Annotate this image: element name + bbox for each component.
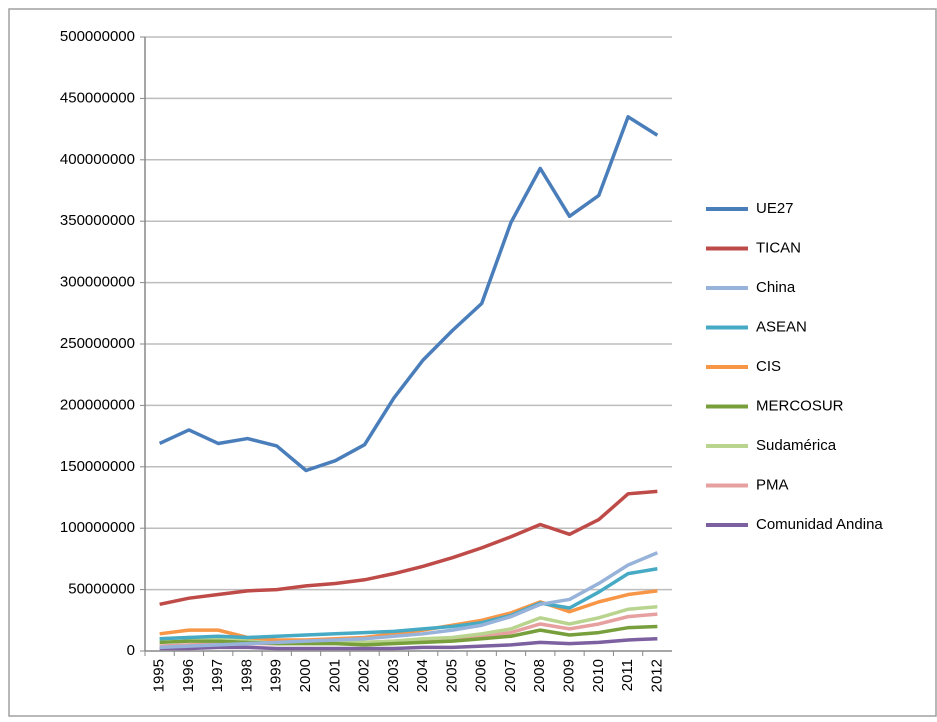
series-line [159,636,658,651]
y-tick-label: 100000000 [60,519,135,536]
y-tick-label: 150000000 [60,458,135,475]
series-line [159,566,658,641]
legend-label: TICAN [756,239,801,256]
legend-label: China [756,279,796,296]
x-tick-label: 2001 [326,659,343,692]
x-tick-label: 2004 [414,659,431,692]
y-tick-label: 400000000 [60,151,135,168]
x-tick-label: 2010 [590,659,607,692]
legend-label: UE27 [756,200,794,217]
x-tick-label: 2007 [502,659,519,692]
y-tick-label: 300000000 [60,274,135,291]
x-tick-label: 2003 [385,659,402,692]
y-tick-label: 50000000 [68,581,135,598]
legend-label: ASEAN [756,318,807,335]
y-tick-label: 350000000 [60,212,135,229]
x-tick-label: 2005 [443,659,460,692]
y-tick-label: 200000000 [60,396,135,413]
x-tick-label: 2009 [560,659,577,692]
x-tick-label: 2000 [297,659,314,692]
x-tick-label: 2006 [473,659,490,692]
x-tick-label: 2011 [619,659,636,691]
series-line [159,551,659,650]
y-tick-label: 250000000 [60,335,135,352]
y-tick-label: 0 [127,642,135,659]
series-line [158,115,659,473]
legend-label: CIS [756,358,781,375]
legend-label: MERCOSUR [756,397,844,414]
legend-label: PMA [756,476,789,493]
y-tick-label: 500000000 [60,28,135,45]
x-tick-label: 1996 [180,659,197,692]
x-tick-label: 1997 [209,659,226,692]
series-line [159,489,658,607]
x-tick-label: 2008 [531,659,548,692]
x-tick-label: 2002 [356,659,373,692]
x-tick-label: 1999 [268,659,285,692]
legend-label: Comunidad Andina [756,516,883,533]
y-tick-label: 450000000 [60,89,135,106]
chart-frame [8,8,937,717]
legend-label: Sudamérica [756,437,837,454]
x-tick-label: 2012 [648,659,665,692]
x-tick-label: 1998 [238,659,255,692]
x-tick-label: 1995 [151,659,168,692]
